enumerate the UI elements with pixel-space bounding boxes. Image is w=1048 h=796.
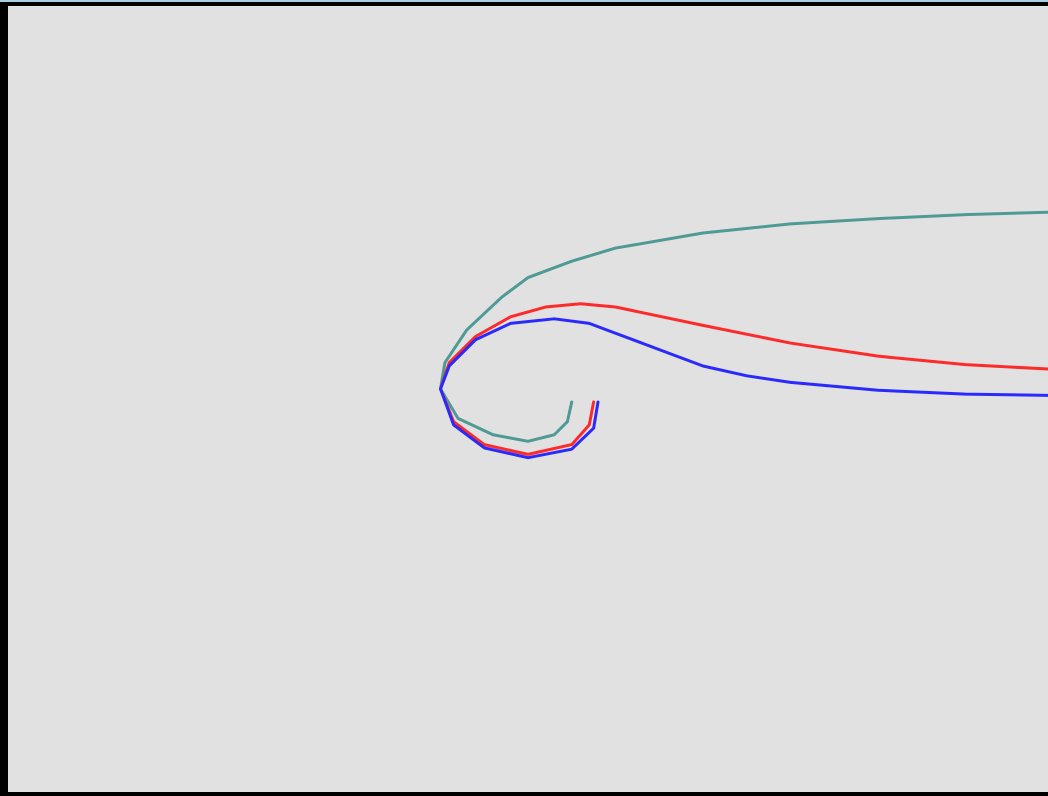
curves <box>439 210 1048 460</box>
curve <box>439 302 1048 456</box>
curve <box>439 317 1048 460</box>
curve <box>439 210 1048 443</box>
plot-area <box>8 6 1048 792</box>
